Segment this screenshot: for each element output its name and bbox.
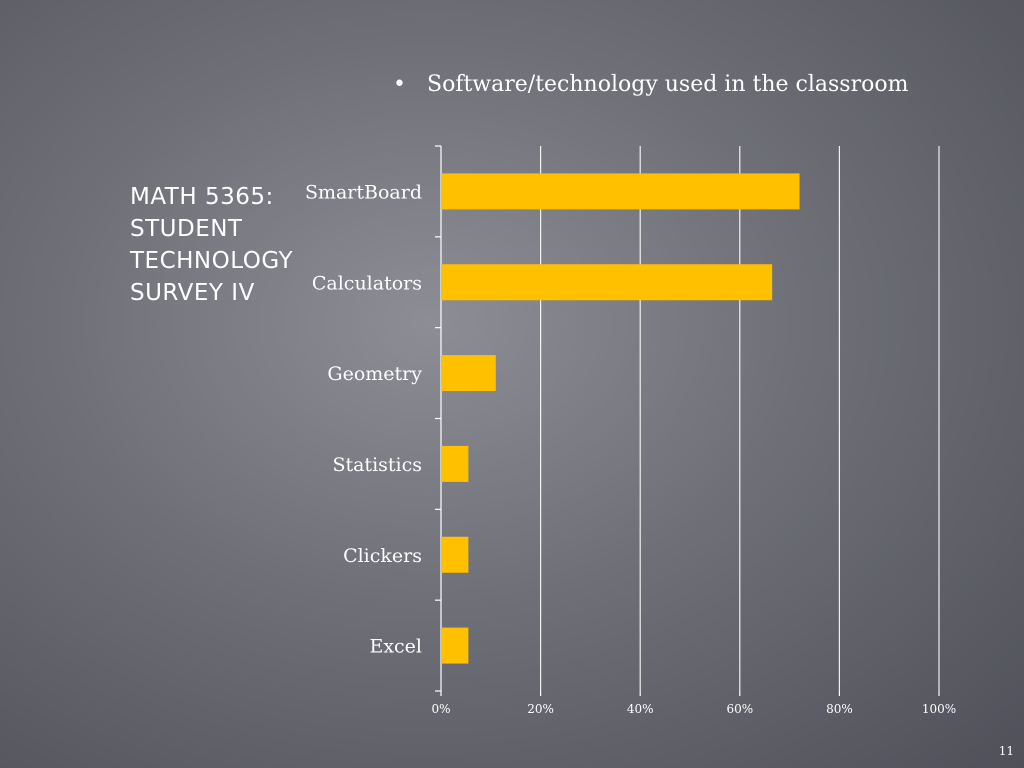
bar [441, 627, 469, 664]
x-tick-label: 40% [627, 702, 654, 716]
x-tick-label: 20% [527, 702, 554, 716]
category-label: SmartBoard [305, 181, 422, 203]
x-tick-label: 100% [922, 702, 956, 716]
category-label: Geometry [327, 363, 422, 385]
bar [441, 445, 469, 482]
bullet-text: Software/technology used in the classroo… [427, 72, 909, 97]
slide-number: 11 [998, 744, 1014, 758]
bar [441, 264, 773, 301]
x-tick-label: 0% [431, 702, 450, 716]
category-label: Statistics [332, 454, 422, 476]
bar [441, 536, 469, 573]
bullet-point: • Software/technology used in the classro… [393, 72, 908, 97]
bar [441, 355, 496, 392]
bullet-marker: • [393, 72, 406, 97]
x-tick-label: 80% [826, 702, 853, 716]
category-label: Clickers [343, 545, 422, 567]
category-label: Calculators [312, 272, 422, 294]
slide-title: MATH 5365: STUDENT TECHNOLOGY SURVEY IV [130, 184, 294, 306]
bar [441, 173, 800, 210]
category-label: Excel [369, 636, 422, 658]
x-tick-label: 60% [726, 702, 753, 716]
